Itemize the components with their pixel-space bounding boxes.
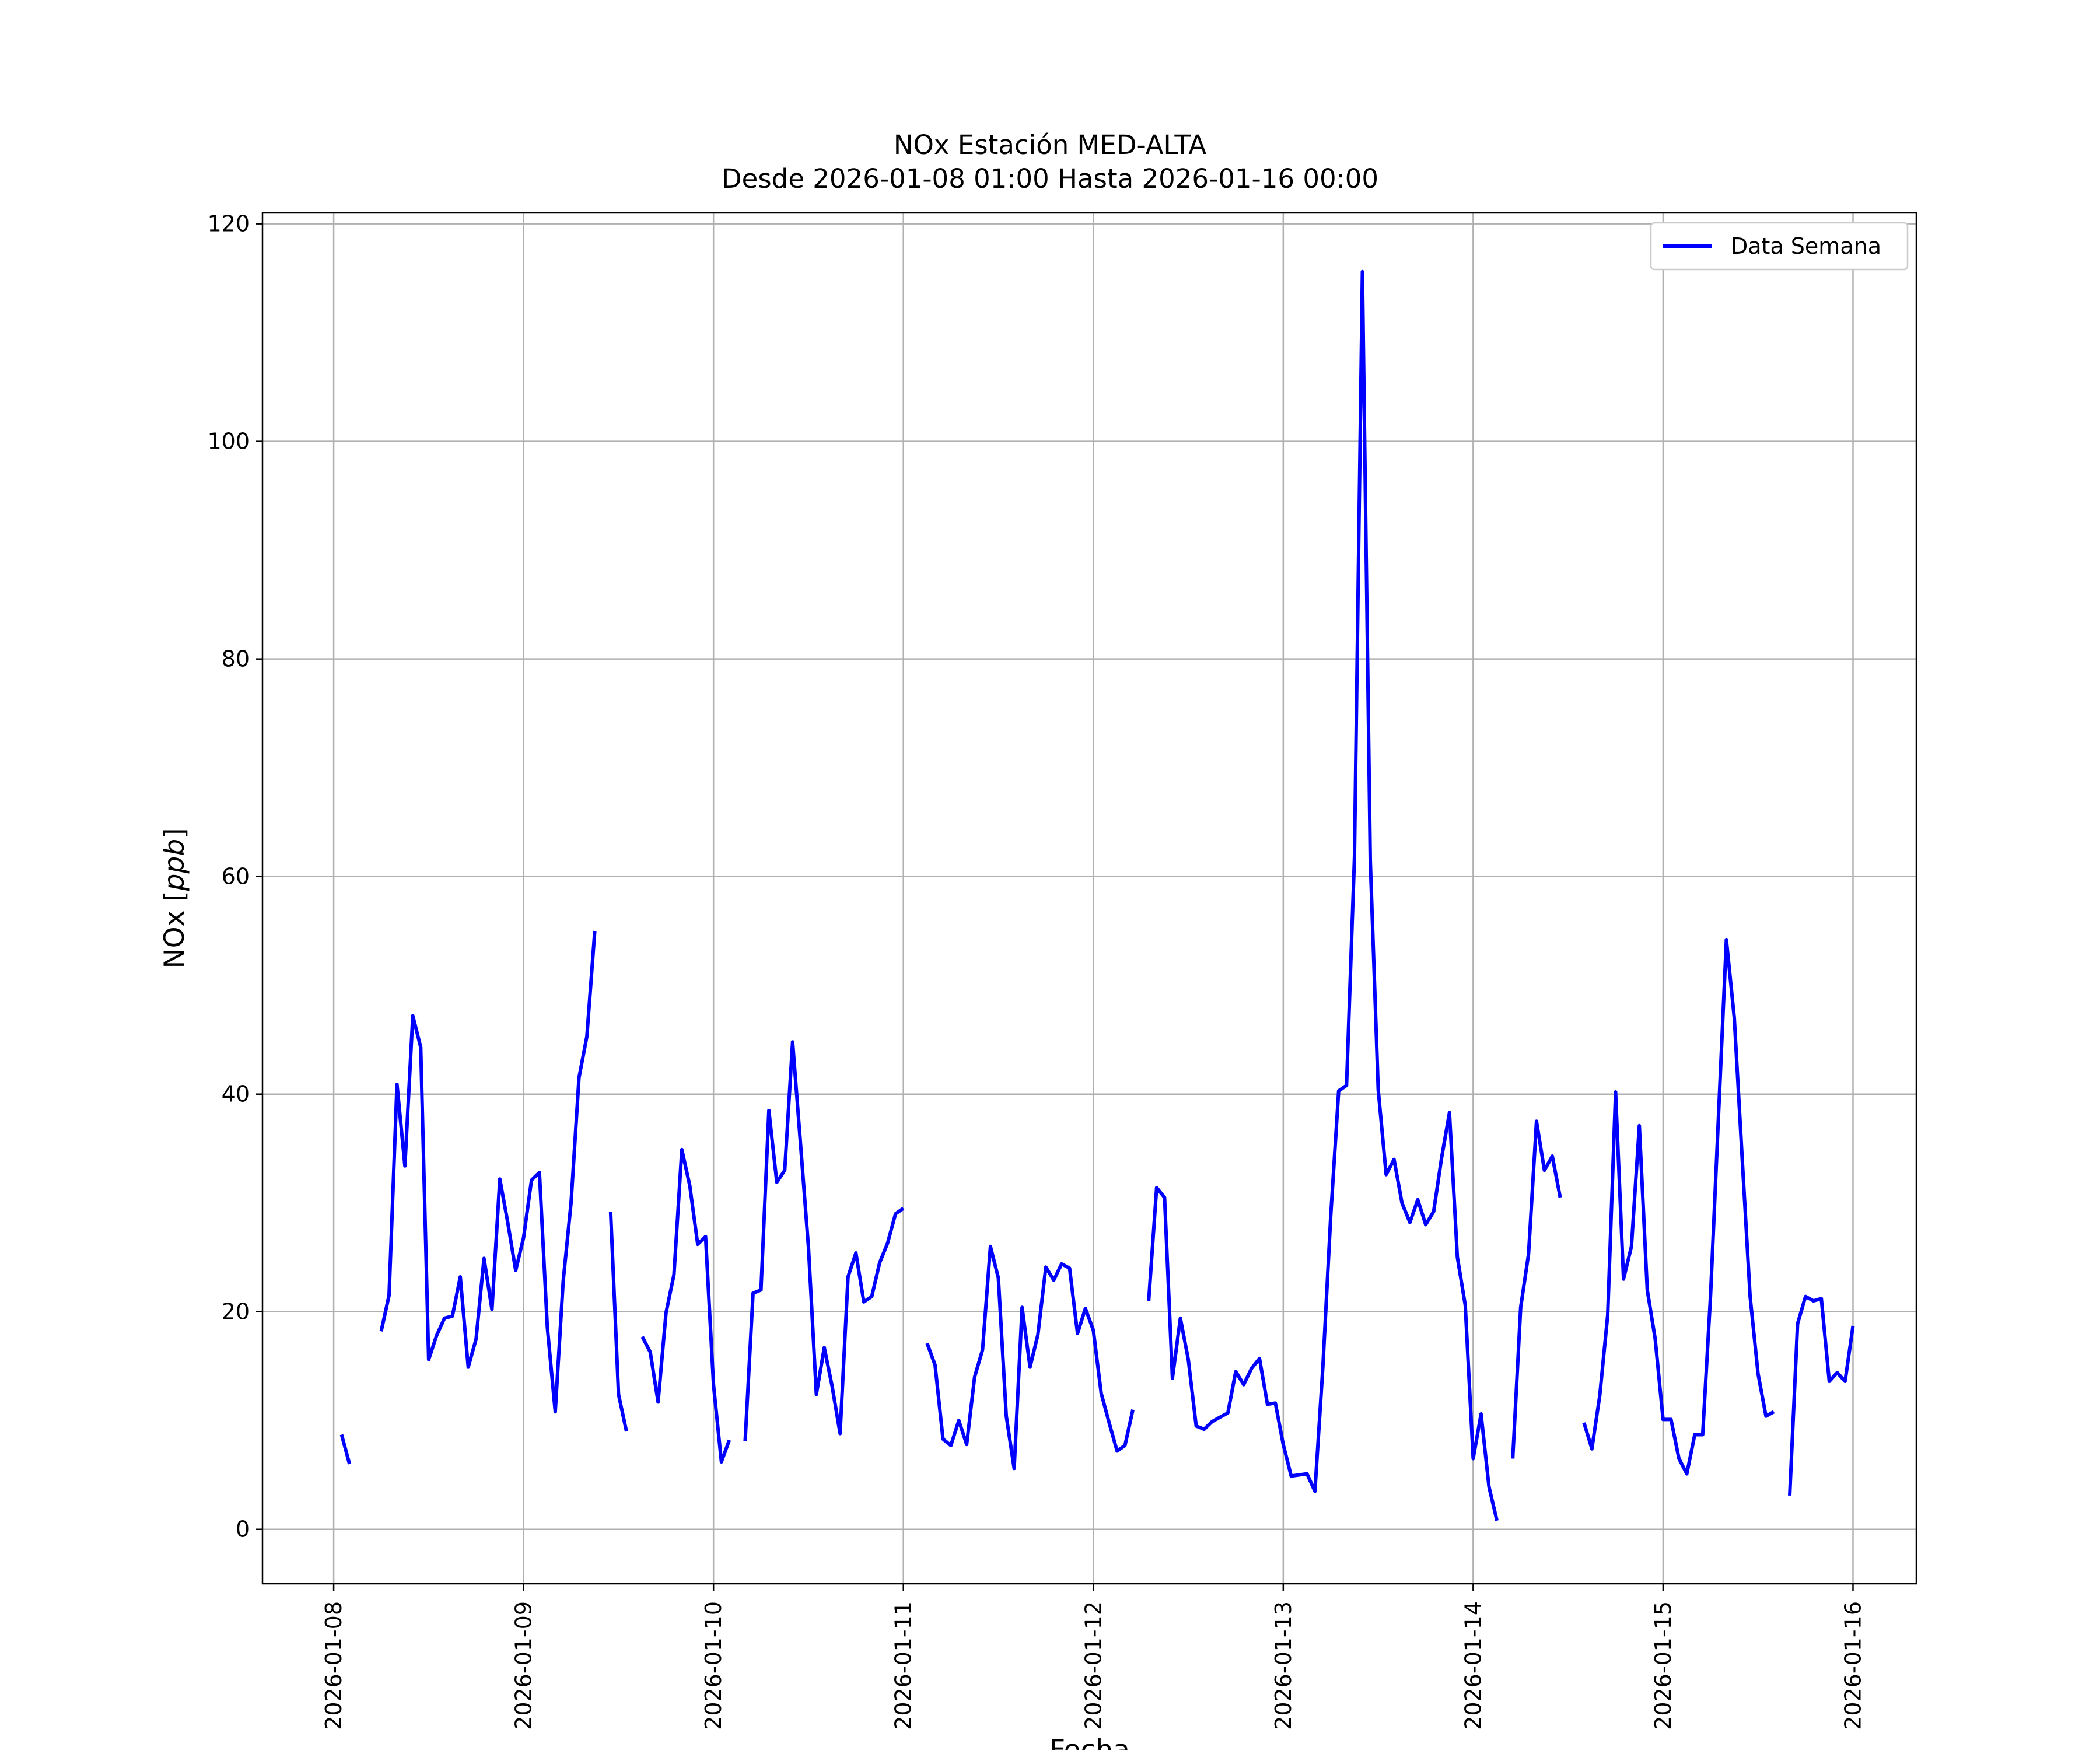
series-line-segment bbox=[1511, 1119, 1562, 1459]
chart-title: NOx Estación MED-ALTA bbox=[894, 130, 1207, 160]
x-tick-label: 2026-01-16 bbox=[1840, 1601, 1866, 1730]
y-axis-label: NOx [ppb] bbox=[159, 828, 191, 968]
x-axis-label: Fecha bbox=[1049, 1734, 1130, 1750]
y-tick-label: 100 bbox=[207, 429, 250, 454]
series-line-segment bbox=[1147, 270, 1499, 1521]
x-tick-label: 2026-01-08 bbox=[321, 1601, 346, 1730]
x-tick-label: 2026-01-15 bbox=[1650, 1601, 1676, 1730]
series-lines bbox=[340, 270, 1855, 1521]
y-tick-label: 80 bbox=[222, 646, 250, 672]
plot-frame bbox=[261, 212, 1917, 1585]
x-tick-label: 2026-01-10 bbox=[701, 1601, 726, 1730]
series-line-segment bbox=[1582, 937, 1775, 1476]
y-tick-label: 20 bbox=[222, 1299, 250, 1325]
series-line-segment bbox=[925, 1244, 1135, 1471]
x-tick-label: 2026-01-12 bbox=[1080, 1601, 1106, 1730]
x-tick-label: 2026-01-13 bbox=[1270, 1601, 1296, 1730]
series-line-segment bbox=[743, 1040, 905, 1441]
legend-box bbox=[1650, 222, 1909, 271]
x-tick-label: 2026-01-09 bbox=[511, 1601, 537, 1730]
x-tick-label: 2026-01-14 bbox=[1460, 1601, 1486, 1730]
x-tick-label: 2026-01-11 bbox=[891, 1601, 916, 1730]
series-line-segment bbox=[1788, 1294, 1855, 1496]
axis-ticks: 0 20 40 60 80 100 120 2026-01-08 2026-01-09 2026-… bbox=[207, 211, 1866, 1730]
y-tick-label: 0 bbox=[236, 1517, 250, 1542]
y-tick-label: 120 bbox=[207, 211, 250, 237]
series-line-segment bbox=[379, 930, 597, 1414]
legend-label-data-semana: Data Semana bbox=[1731, 233, 1881, 259]
series-line-segment bbox=[640, 1147, 732, 1464]
y-tick-label: 40 bbox=[222, 1082, 250, 1107]
chart-subtitle: Desde 2026-01-08 01:00 Hasta 2026-01-16 … bbox=[722, 163, 1378, 194]
series-line-segment bbox=[340, 1434, 352, 1465]
series-line-segment bbox=[608, 1211, 628, 1432]
legend: Data Semana bbox=[1650, 222, 1909, 271]
y-tick-label: 60 bbox=[222, 864, 250, 890]
